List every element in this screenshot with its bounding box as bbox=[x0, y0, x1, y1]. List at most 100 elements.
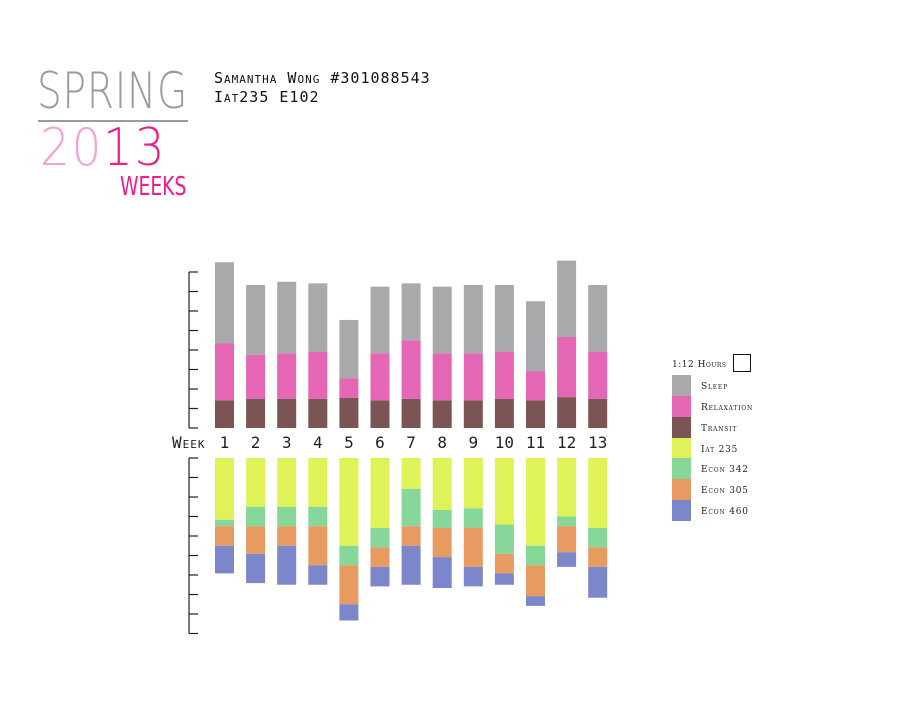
title-spring: SPRING bbox=[37, 62, 188, 120]
bar-week5-econ342 bbox=[339, 545, 359, 566]
legend-label-iat235: Iat 235 bbox=[701, 445, 739, 455]
bar-week2-transit bbox=[246, 398, 266, 428]
legend-item-econ305: Econ 305 bbox=[671, 479, 831, 500]
bar-week3-econ460 bbox=[277, 545, 297, 585]
bar-week6-transit bbox=[370, 400, 390, 428]
bar-week1-iat235 bbox=[215, 458, 234, 520]
week-tick-label: 7 bbox=[406, 433, 416, 452]
bar-week11-econ342 bbox=[526, 545, 545, 566]
week-tick-label: 9 bbox=[468, 433, 478, 452]
legend-label-econ342: Econ 342 bbox=[701, 465, 749, 475]
bar-week6-econ460 bbox=[370, 566, 390, 587]
year-first-half: 20 bbox=[40, 118, 104, 178]
bar-week1-econ342 bbox=[215, 519, 234, 527]
bar-week6-relaxation bbox=[370, 353, 390, 401]
bar-week11-econ460 bbox=[526, 596, 545, 606]
bar-week1-transit bbox=[215, 400, 234, 428]
week-tick-label: 13 bbox=[588, 433, 607, 452]
bar-week10-relaxation bbox=[494, 351, 514, 399]
bar-week3-transit bbox=[277, 398, 297, 428]
author-line: Samantha Wong #301088543 bbox=[214, 69, 431, 87]
bar-week11-transit bbox=[526, 400, 545, 428]
bar-week13-iat235 bbox=[588, 458, 608, 528]
bar-week4-econ305 bbox=[308, 526, 328, 566]
bar-week13-econ460 bbox=[588, 566, 608, 598]
legend-label-econ460: Econ 460 bbox=[701, 507, 749, 517]
week-tick-label: 11 bbox=[526, 433, 545, 452]
bar-week4-econ342 bbox=[308, 506, 328, 527]
bar-week13-relaxation bbox=[588, 351, 608, 399]
title-year: 2013 bbox=[40, 118, 166, 178]
bar-week12-transit bbox=[557, 397, 577, 428]
bar-week9-econ342 bbox=[463, 508, 483, 528]
bar-week10-sleep bbox=[494, 285, 514, 352]
bar-week5-sleep bbox=[339, 319, 359, 379]
legend-label-relaxation: Relaxation bbox=[701, 403, 754, 413]
bar-week12-sleep bbox=[557, 260, 577, 337]
bar-week13-transit bbox=[588, 398, 608, 428]
bar-week2-econ342 bbox=[246, 506, 266, 527]
bar-week9-sleep bbox=[463, 285, 483, 354]
week-tick-label: 3 bbox=[282, 433, 292, 452]
bar-week8-sleep bbox=[432, 286, 452, 354]
bar-week5-relaxation bbox=[339, 378, 359, 398]
bar-week9-iat235 bbox=[463, 458, 483, 509]
year-second-half: 13 bbox=[103, 118, 167, 178]
bar-week4-transit bbox=[308, 398, 328, 428]
title-weeks: WEEKS bbox=[120, 172, 187, 202]
bar-week7-transit bbox=[401, 398, 421, 428]
bar-week1-econ305 bbox=[215, 526, 234, 546]
legend-swatch-iat235 bbox=[672, 438, 691, 459]
week-tick-label: 5 bbox=[344, 433, 354, 452]
bar-week2-iat235 bbox=[246, 458, 266, 507]
bar-week1-sleep bbox=[215, 262, 234, 344]
legend-swatch-transit bbox=[672, 417, 691, 438]
bar-week6-sleep bbox=[370, 286, 390, 354]
bar-week12-iat235 bbox=[557, 458, 577, 517]
week-tick-label: 10 bbox=[495, 433, 514, 452]
bar-week7-iat235 bbox=[401, 458, 421, 489]
course-line: Iat235 E102 bbox=[214, 88, 320, 106]
legend-swatch-sleep bbox=[672, 375, 691, 396]
bar-week2-relaxation bbox=[246, 354, 266, 399]
bar-week12-econ342 bbox=[557, 516, 577, 527]
legend-scale-box bbox=[733, 354, 751, 372]
bar-week7-relaxation bbox=[401, 340, 421, 399]
bar-week3-relaxation bbox=[277, 353, 297, 399]
bar-week8-econ460 bbox=[432, 557, 452, 588]
legend-scale-label: 1:12 Hours bbox=[672, 360, 727, 370]
bar-week9-transit bbox=[463, 400, 483, 428]
bar-week4-iat235 bbox=[308, 458, 328, 507]
bar-week6-econ342 bbox=[370, 527, 390, 548]
legend-item-sleep: Sleep bbox=[671, 375, 831, 396]
legend-item-relaxation: Relaxation bbox=[671, 396, 831, 417]
legend-item-econ342: Econ 342 bbox=[671, 458, 831, 479]
legend-label-sleep: Sleep bbox=[701, 382, 728, 392]
legend-scale: 1:12 Hours bbox=[671, 354, 771, 376]
legend-label-transit: Transit bbox=[701, 424, 738, 434]
bar-week3-econ305 bbox=[277, 526, 297, 546]
bar-week7-econ460 bbox=[401, 545, 421, 585]
bar-week11-sleep bbox=[526, 301, 545, 372]
bar-week7-sleep bbox=[401, 283, 421, 341]
legend-swatch-relaxation bbox=[672, 396, 691, 417]
legend-swatch-econ460 bbox=[672, 500, 691, 521]
bar-week2-econ460 bbox=[246, 553, 266, 584]
author-block: Samantha Wong #301088543 Iat235 E102 bbox=[214, 69, 431, 107]
legend-item-transit: Transit bbox=[671, 417, 831, 438]
bar-week6-econ305 bbox=[370, 547, 390, 567]
legend-item-econ460: Econ 460 bbox=[671, 500, 831, 521]
bar-week7-econ342 bbox=[401, 488, 421, 527]
bar-week8-transit bbox=[432, 400, 452, 428]
bar-week2-econ305 bbox=[246, 526, 266, 554]
bar-week10-iat235 bbox=[494, 458, 514, 525]
bar-week8-iat235 bbox=[432, 458, 452, 510]
bar-week13-sleep bbox=[588, 285, 608, 352]
bar-week11-iat235 bbox=[526, 458, 545, 546]
title-underline bbox=[38, 120, 188, 122]
bar-week6-iat235 bbox=[370, 458, 390, 528]
bar-week5-econ460 bbox=[339, 604, 359, 621]
bar-week5-econ305 bbox=[339, 565, 359, 605]
week-tick-label: 8 bbox=[437, 433, 447, 452]
